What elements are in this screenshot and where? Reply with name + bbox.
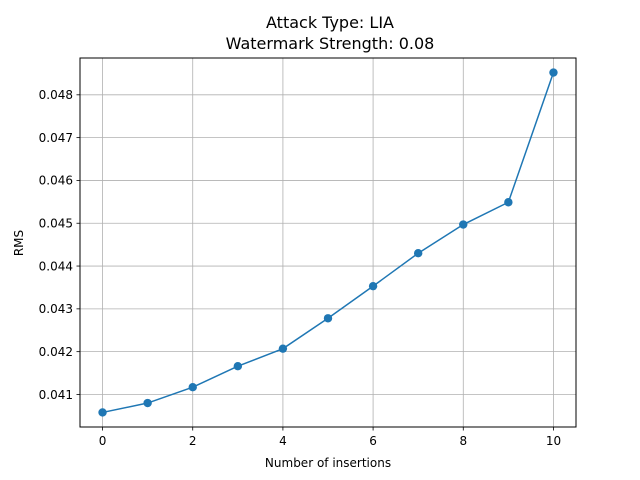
data-point xyxy=(233,362,243,371)
x-tick-label: 2 xyxy=(189,434,197,448)
x-axis-label: Number of insertions xyxy=(265,456,391,470)
data-point xyxy=(413,249,423,258)
y-tick-label: 0.048 xyxy=(39,88,73,102)
data-point xyxy=(188,382,197,392)
series xyxy=(98,68,558,417)
data-point xyxy=(504,198,513,207)
data-point xyxy=(143,398,152,408)
y-tick-label: 0.043 xyxy=(39,302,73,316)
y-tick-label: 0.041 xyxy=(39,388,73,402)
y-axis-label: RMS xyxy=(12,230,26,256)
chart-subtitle: Watermark Strength: 0.08 xyxy=(226,34,435,53)
x-tick-label: 0 xyxy=(99,434,107,448)
data-point xyxy=(368,281,378,291)
data-point xyxy=(459,220,468,229)
y-tick-label: 0.044 xyxy=(39,259,73,273)
x-tick-label: 10 xyxy=(546,434,561,448)
y-tick-label: 0.045 xyxy=(39,217,73,231)
grid xyxy=(80,58,576,427)
y-tick-label: 0.047 xyxy=(39,131,73,145)
x-tick-label: 8 xyxy=(459,434,467,448)
plot-frame xyxy=(79,57,577,428)
data-point xyxy=(323,314,333,323)
chart-title: Attack Type: LIA xyxy=(266,13,394,32)
axis-ticks: 0 2 4 6 8 10 0.041 0.042 0.043 0.044 0.045 0.046 0.0… xyxy=(39,88,561,448)
data-point xyxy=(98,408,107,417)
data-point xyxy=(549,68,558,77)
y-tick-label: 0.046 xyxy=(39,174,73,188)
y-tick-label: 0.042 xyxy=(39,345,73,359)
x-tick-label: 6 xyxy=(369,434,377,448)
series-line xyxy=(102,72,555,414)
x-tick-label: 4 xyxy=(279,434,287,448)
data-point xyxy=(278,344,288,353)
